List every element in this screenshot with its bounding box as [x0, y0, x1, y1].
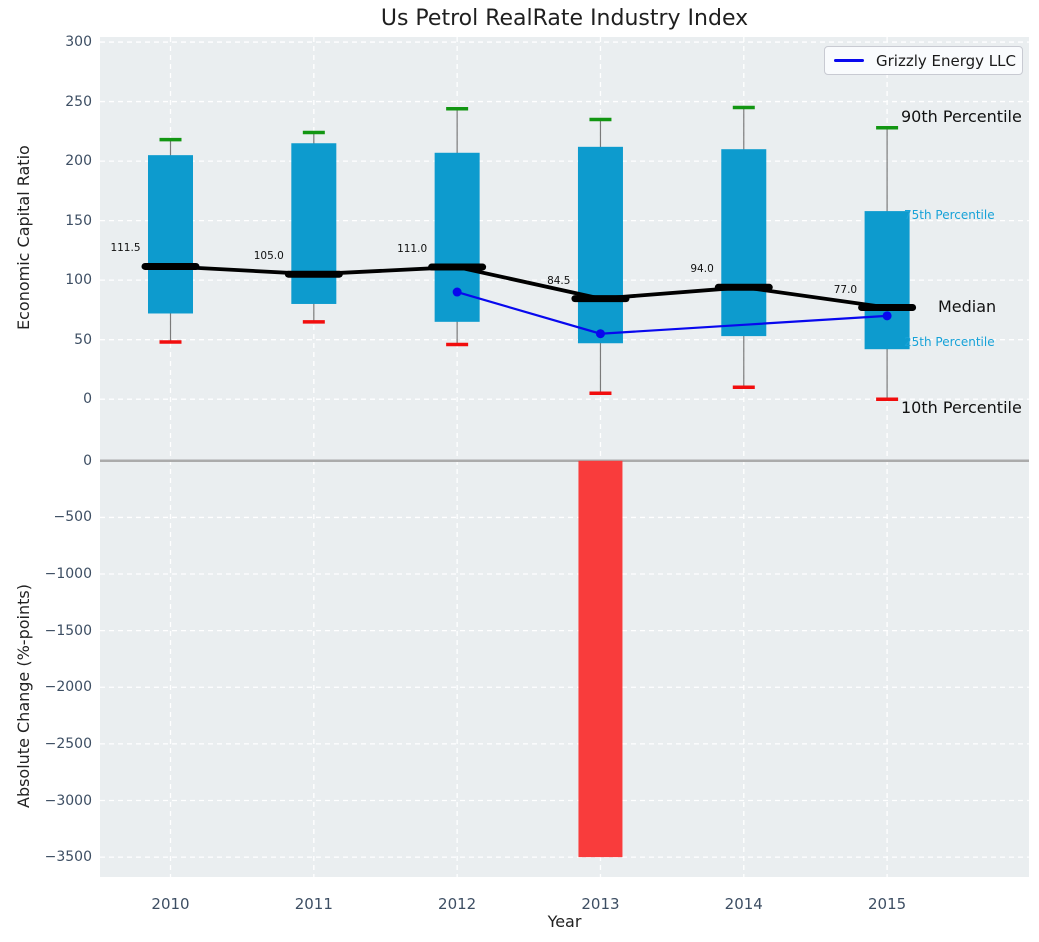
x-tick: 2015	[847, 895, 927, 913]
annotation-median: Median	[938, 297, 996, 316]
annotation-90th-percentile: 90th Percentile	[901, 107, 1022, 126]
company-series-marker	[883, 311, 892, 320]
y-tick-bottom: −2000	[22, 678, 92, 696]
y-tick-bottom: −500	[22, 508, 92, 526]
company-series-marker	[453, 288, 462, 297]
chart-title: Us Petrol RealRate Industry Index	[100, 6, 1029, 31]
y-tick-top: 100	[22, 271, 92, 289]
median-value-label: 77.0	[787, 284, 857, 297]
y-tick-bottom: −3500	[22, 848, 92, 866]
median-value-label: 94.0	[644, 263, 714, 276]
median-value-label: 105.0	[214, 250, 284, 263]
x-tick: 2012	[417, 895, 497, 913]
x-tick: 2011	[274, 895, 354, 913]
y-tick-bottom: −1000	[22, 565, 92, 583]
legend-label: Grizzly Energy LLC	[876, 52, 1016, 70]
annotation-25th-percentile: 25th Percentile	[904, 335, 995, 349]
chart-canvas	[0, 0, 1039, 942]
change-bar-2013	[578, 461, 622, 857]
legend: Grizzly Energy LLC	[824, 46, 1023, 75]
y-tick-top: 200	[22, 152, 92, 170]
y-tick-bottom: 0	[22, 452, 92, 470]
x-tick: 2014	[704, 895, 784, 913]
figure: Us Petrol RealRate Industry Index Econom…	[0, 0, 1039, 942]
y-tick-bottom: −3000	[22, 792, 92, 810]
x-tick: 2013	[560, 895, 640, 913]
y-axis-label-top: Economic Capital Ratio	[14, 145, 33, 330]
y-tick-top: 150	[22, 212, 92, 230]
company-series-marker	[596, 329, 605, 338]
x-axis-label: Year	[100, 912, 1029, 931]
y-tick-bottom: −2500	[22, 735, 92, 753]
percentile-box-2014	[721, 149, 766, 336]
percentile-box-2013	[578, 147, 623, 343]
percentile-box-2015	[865, 211, 910, 349]
y-tick-top: 50	[22, 331, 92, 349]
y-tick-top: 300	[22, 33, 92, 51]
y-tick-top: 250	[22, 93, 92, 111]
y-tick-top: 0	[22, 390, 92, 408]
x-tick: 2010	[131, 895, 211, 913]
percentile-box-2011	[291, 143, 336, 304]
legend-line-swatch	[834, 59, 864, 62]
median-value-label: 84.5	[500, 275, 570, 288]
annotation-75th-percentile: 75th Percentile	[904, 208, 995, 222]
annotation-10th-percentile: 10th Percentile	[901, 398, 1022, 417]
y-tick-bottom: −1500	[22, 622, 92, 640]
percentile-box-2010	[148, 155, 193, 313]
median-value-label: 111.0	[357, 243, 427, 256]
median-value-label: 111.5	[71, 242, 141, 255]
